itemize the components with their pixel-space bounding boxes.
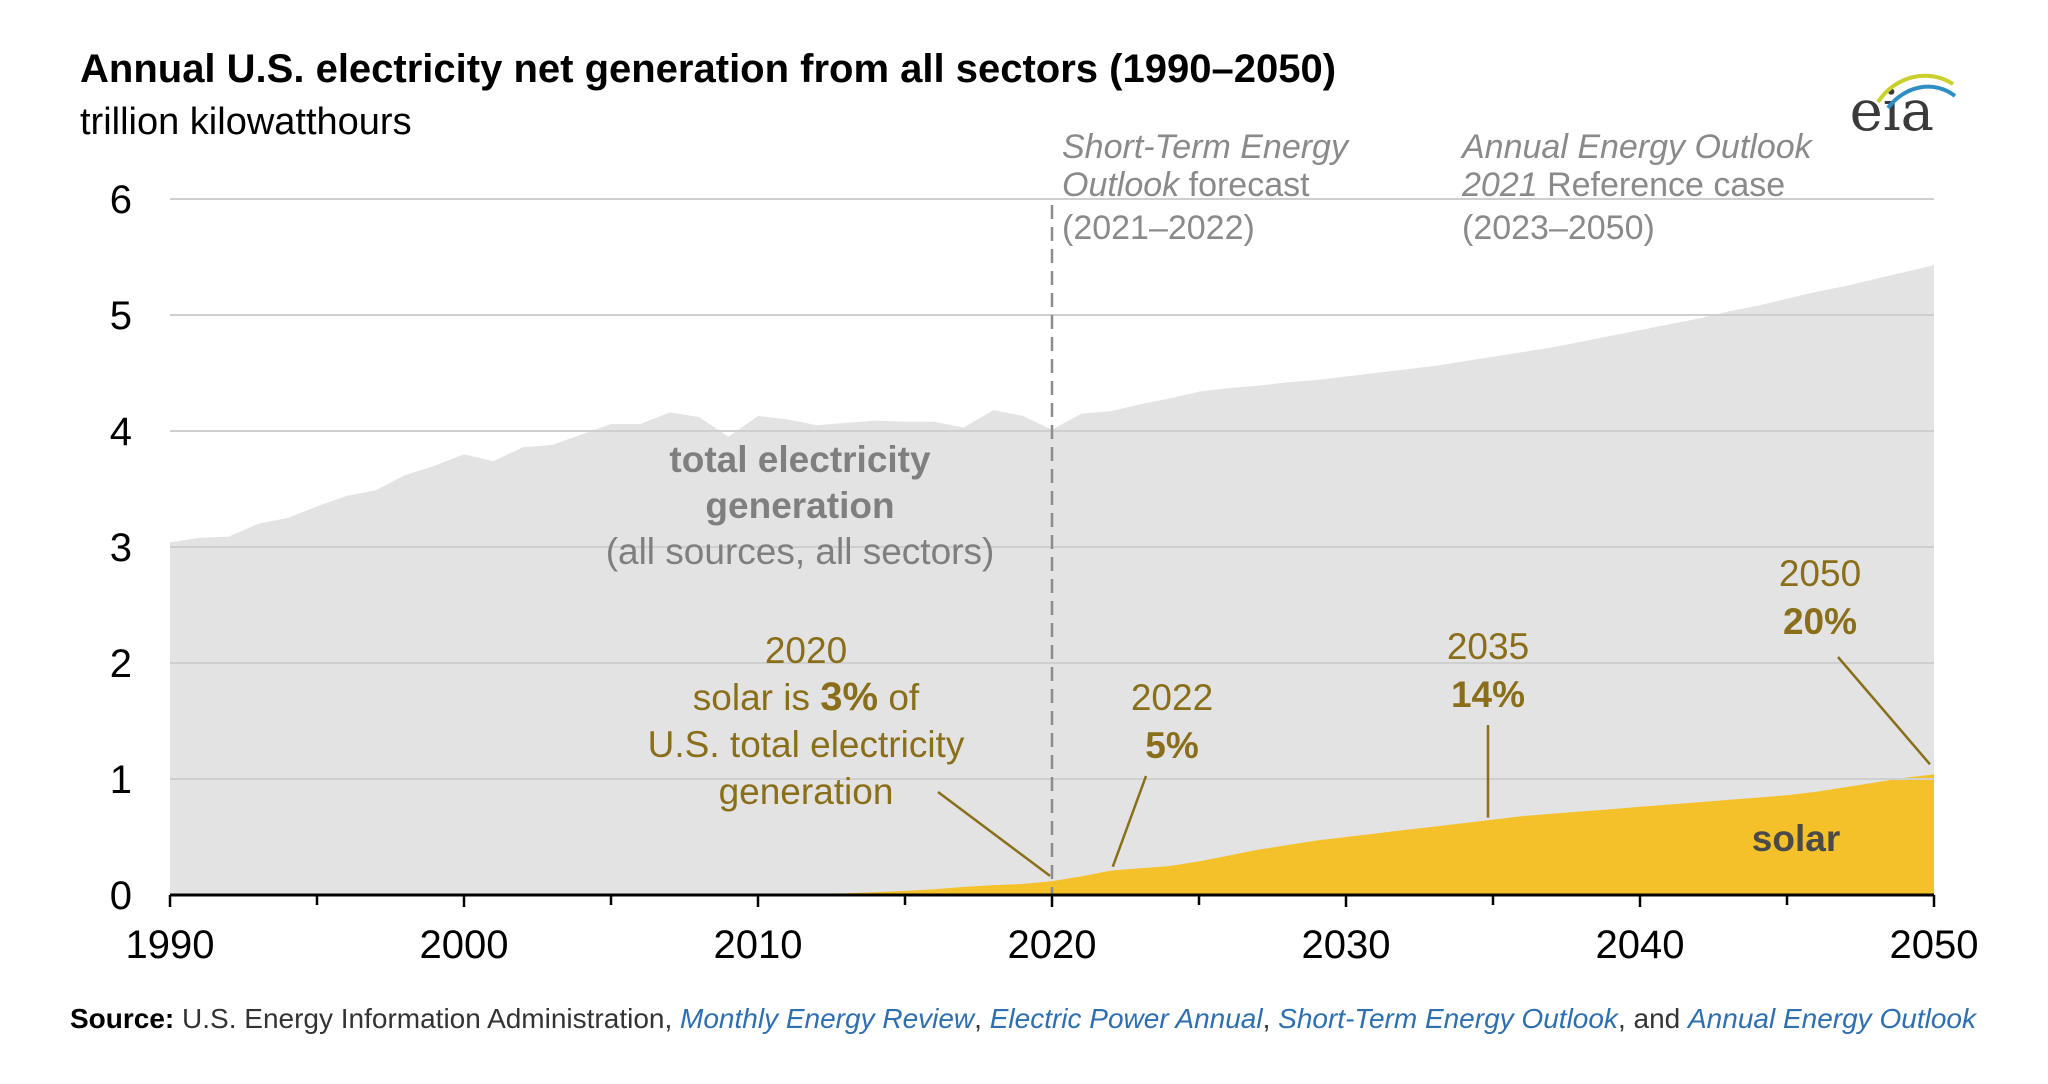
x-tick-label-2040: 2040 <box>1596 923 1685 967</box>
axes: 1990 2000 2010 2020 2030 2040 2050 0 1 2 3 4 5 6 <box>110 178 1979 967</box>
eia-logo-text: eia <box>1850 79 1934 144</box>
phase-label-rest: forecast <box>1179 166 1310 204</box>
y-tick-label-0: 0 <box>110 874 132 918</box>
source-label: Source: <box>70 1003 175 1034</box>
source-sep: , <box>974 1003 990 1034</box>
total-label-line2: generation <box>705 485 894 526</box>
source-sep: , <box>1262 1003 1279 1034</box>
series-area-solar <box>170 774 1934 895</box>
x-tick-label-1990: 1990 <box>126 923 215 967</box>
annotation-2022-value: 5% <box>1145 725 1198 766</box>
annotation-2020-line3: U.S. total electricity <box>648 724 965 765</box>
annotation-2020-leader <box>937 790 1051 877</box>
phase-label-line3-2: (2023–2050) <box>1462 209 1655 247</box>
phase-label-line1-2: Annual Energy Outlook <box>1460 128 1814 166</box>
phase-label-italic-part: 2021 <box>1461 166 1538 204</box>
annotation-2050-value: 20% <box>1783 601 1857 642</box>
x-tick-label-2020: 2020 <box>1008 923 1097 967</box>
annotation-2020-year: 2020 <box>765 630 847 671</box>
phase-label-rest: Reference case <box>1538 166 1786 204</box>
total-label-line3: (all sources, all sectors) <box>606 531 995 572</box>
phase-label-italic-part: Outlook <box>1062 166 1181 204</box>
x-tick-label-2050: 2050 <box>1890 923 1979 967</box>
annotation-2035-value: 14% <box>1451 674 1525 715</box>
eia-logo-arc-blue <box>1886 84 1957 110</box>
annotation-2020-part-2: 3% <box>820 675 878 719</box>
phase-label-line2-1: Outlook forecast <box>1062 166 1310 204</box>
annotation-2022-year: 2022 <box>1131 677 1213 718</box>
source-link-electric-power-annual[interactable]: Electric Power Annual <box>989 1003 1263 1034</box>
x-tick-label-2030: 2030 <box>1302 923 1391 967</box>
y-tick-label-5: 5 <box>110 294 132 338</box>
annotation-2020-part-1: solar is <box>693 677 820 718</box>
eia-logo-arc-yellow <box>1876 73 1955 104</box>
annotation-2020-part-3: of <box>878 677 920 718</box>
annotation-2020-share: solar is 3% of <box>693 675 920 719</box>
source-note: Source: U.S. Energy Information Administ… <box>70 1002 2030 1036</box>
y-tick-label-1: 1 <box>110 758 132 802</box>
source-link-short-term-energy-outlook[interactable]: Short-Term Energy Outlook <box>1278 1003 1618 1034</box>
y-tick-label-4: 4 <box>110 410 132 454</box>
annotation-2022-leader <box>1111 775 1148 868</box>
annotation-2050-leader <box>1837 656 1931 766</box>
y-tick-label-2: 2 <box>110 642 132 686</box>
chart-title: Annual U.S. electricity net generation f… <box>80 47 1336 91</box>
y-tick-label-6: 6 <box>110 178 132 222</box>
solar-label: solar <box>1752 818 1840 859</box>
phase-label-line3-1: (2021–2022) <box>1062 209 1255 247</box>
phase-label-line2-2: 2021 Reference case <box>1461 166 1785 204</box>
source-text: U.S. Energy Information Administration, <box>174 1003 681 1034</box>
x-tick-label-2010: 2010 <box>714 923 803 967</box>
chart-labels: Annual U.S. electricity net generation f… <box>80 47 1957 877</box>
x-tick-label-2000: 2000 <box>420 923 509 967</box>
total-label-line1: total electricity <box>669 439 931 480</box>
annotation-2020-line4: generation <box>719 771 894 812</box>
annotation-2035-year: 2035 <box>1447 626 1529 667</box>
chart-svg: 1990 2000 2010 2020 2030 2040 2050 0 1 2 3 4 5 6 Annu… <box>80 47 1979 967</box>
source-link-monthly-energy-review[interactable]: Monthly Energy Review <box>680 1003 975 1034</box>
source-link-annual-energy-outlook[interactable]: Annual Energy Outlook <box>1688 1003 1976 1034</box>
annotation-2050-year: 2050 <box>1779 553 1861 594</box>
phase-label-line1-1: Short-Term Energy <box>1062 128 1350 166</box>
chart-subtitle: trillion kilowatthours <box>80 101 412 143</box>
source-sep: , and <box>1617 1003 1688 1034</box>
y-tick-label-3: 3 <box>110 526 132 570</box>
